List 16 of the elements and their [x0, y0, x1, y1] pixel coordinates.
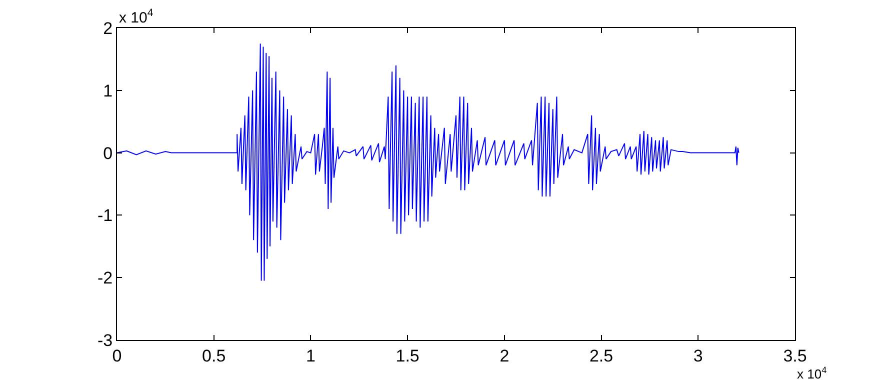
y-tick-label: -2 [97, 268, 113, 288]
line-series [117, 43, 740, 282]
y-tick-label: 1 [103, 81, 113, 100]
y-tick-label: -3 [97, 330, 113, 350]
x-tick-label: 2.5 [589, 346, 614, 366]
x-tick-label: 1 [306, 346, 316, 366]
x-tick-label: 2 [500, 346, 510, 366]
y-tick-label: 2 [103, 18, 113, 38]
text: x 10$^{4}$ [797, 365, 827, 382]
x-tick-label: 0.5 [202, 346, 226, 366]
y-tick-label: 0 [103, 144, 113, 163]
y-tick-label: -1 [97, 206, 113, 226]
x-tick-label: 1.5 [396, 346, 420, 366]
x-tick-label: 3 [693, 346, 703, 366]
text: x 10$^{4}$ [119, 7, 154, 26]
x-tick-label: 3.5 [783, 346, 807, 366]
